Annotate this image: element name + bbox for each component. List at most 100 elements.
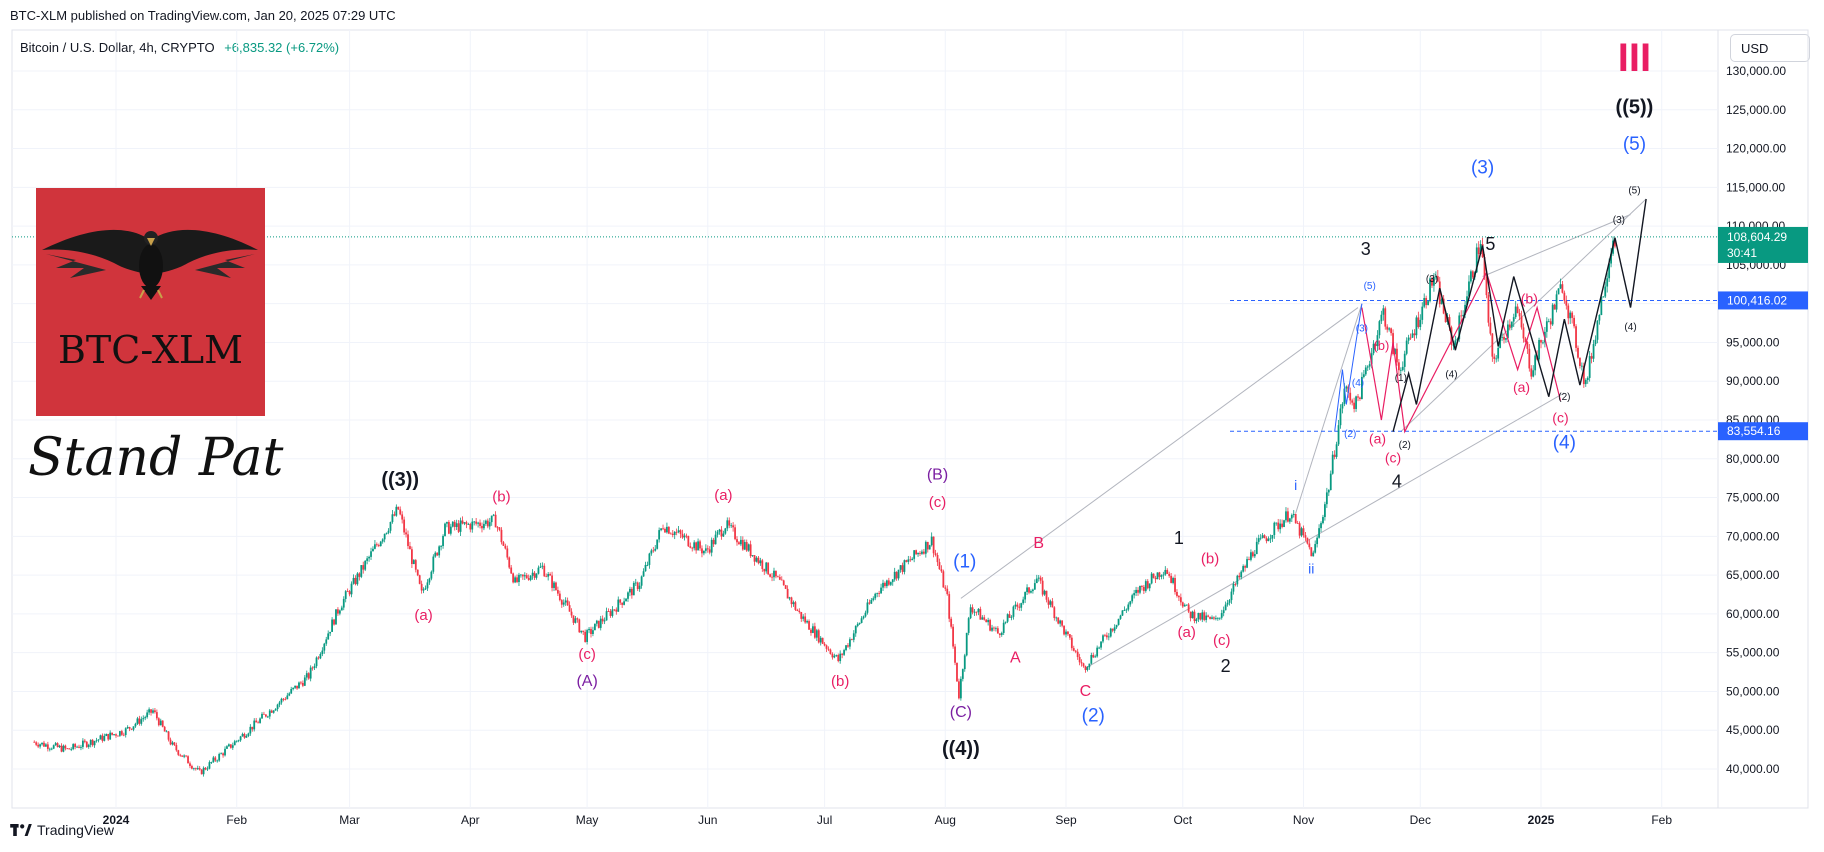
candle-body [921,551,923,554]
candle-body [1129,601,1132,605]
candle-body [488,522,491,527]
candle-body [103,736,106,741]
candle-body [136,718,139,724]
candle-body [296,685,298,689]
candle-body [763,568,766,572]
candle-body [1199,612,1202,620]
candle-body [1181,602,1184,607]
candle-body [1220,613,1223,618]
candle-body [794,602,797,610]
currency-button[interactable]: USD [1730,34,1810,62]
candle-body [1468,281,1470,297]
candle-body [1359,397,1361,399]
candle-body [1057,617,1060,624]
candle-body [502,542,505,546]
candle-body [720,529,723,537]
candle-body [1429,278,1431,302]
candle-body [523,575,526,577]
candle-body [1507,324,1509,339]
wave-label: (1) [953,551,976,572]
candle-body [1394,348,1396,355]
candle-body [1427,301,1429,305]
candle-body [745,542,748,551]
candle-body [555,582,557,591]
x-tick-label: May [576,813,599,827]
candle-body [887,580,890,585]
wave-label: (A) [576,673,597,690]
candle-body [1228,600,1231,603]
candle-body [412,560,415,565]
candle-body [821,637,824,644]
candle-body [693,542,696,549]
candle-body [987,620,990,623]
candle-body [39,744,41,747]
candle-body [1351,400,1354,403]
candle-body [1277,522,1280,530]
candle-body [942,571,945,588]
candle-body [1322,517,1324,524]
candle-body [1045,590,1048,600]
candle-body [239,736,242,741]
candle-body [1464,304,1466,315]
y-tick-label: 120,000.00 [1726,142,1786,156]
candle-body [977,608,980,613]
candle-body [1407,337,1410,341]
candle-body [593,623,596,631]
candle-body [1514,306,1517,318]
wave-label: (5) [1364,281,1376,292]
candle-body [1055,617,1058,619]
candle-body [1166,569,1169,574]
candle-body [825,645,828,649]
candle-body [866,602,869,613]
candle-body [1547,321,1550,323]
candle-body [617,599,620,612]
candle-body [630,588,633,596]
candle-body [1388,328,1391,330]
candle-body [1372,343,1375,354]
y-tick-label: 55,000.00 [1726,646,1780,660]
candle-body [1588,356,1591,378]
candle-body [140,719,143,724]
candle-body [810,629,812,633]
candle-body [356,573,359,585]
candle-body [506,548,509,558]
symbol-name: Bitcoin / U.S. Dollar, 4h, CRYPTO [20,40,215,55]
candle-body [1520,316,1523,328]
candle-body [202,767,205,775]
candle-body [1487,295,1490,323]
candle-body [619,599,622,603]
candle-body [1396,348,1398,363]
wave-label: (1) [1395,373,1407,384]
candle-body [391,514,394,522]
candle-body [852,633,855,640]
candle-body [703,550,705,554]
candle-body [1471,271,1474,278]
y-tick-label: 75,000.00 [1726,491,1780,505]
channel-line [1085,392,1565,669]
candle-body [1142,586,1145,591]
candle-body [837,655,840,662]
footer-brand[interactable]: TradingView [10,822,114,838]
candle-body [1512,317,1515,322]
candle-body [366,558,369,561]
candle-body [1503,336,1505,340]
candle-body [196,768,199,770]
candle-body [208,762,211,769]
candle-body [1434,276,1437,278]
candle-body [1325,492,1328,505]
candle-body [934,553,937,556]
candle-body [165,731,168,733]
wave-label: 2 [1221,656,1231,676]
candle-body [1376,335,1379,347]
candle-body [1205,615,1208,620]
candle-body [1024,592,1027,600]
candle-body [146,712,149,718]
y-tick-label: 125,000.00 [1726,103,1786,117]
candle-body [1353,402,1356,409]
candle-body [294,685,296,688]
candle-body [424,588,427,590]
candle-body [187,756,189,764]
candle-body [959,678,962,699]
candle-body [422,589,425,591]
